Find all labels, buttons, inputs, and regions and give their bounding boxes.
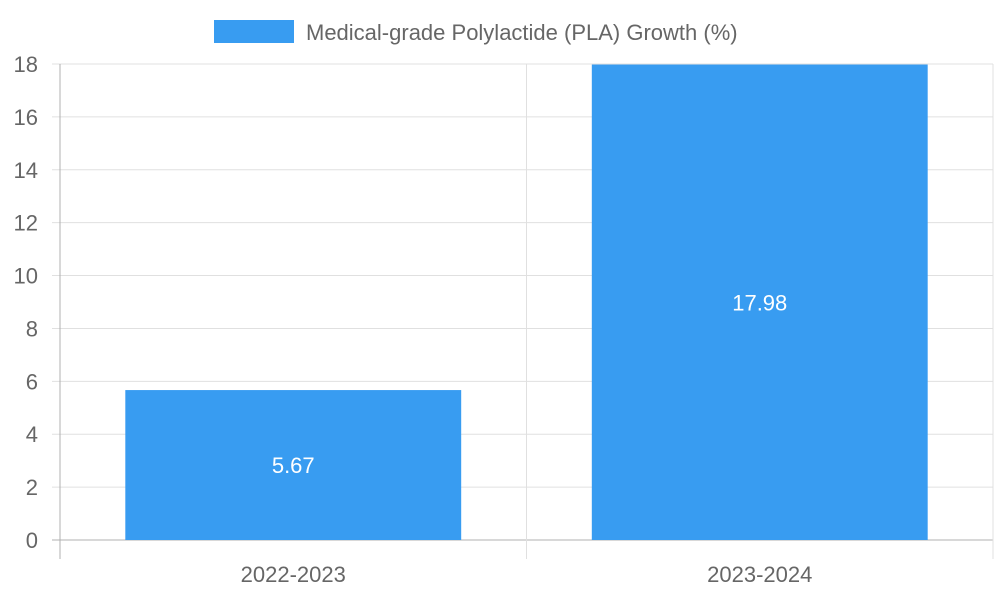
- y-tick-label: 12: [14, 211, 38, 236]
- legend-label: Medical-grade Polylactide (PLA) Growth (…: [306, 20, 738, 45]
- y-tick-label: 0: [26, 528, 38, 553]
- x-tick-label: 2022-2023: [241, 562, 346, 587]
- y-tick-label: 6: [26, 369, 38, 394]
- y-tick-label: 16: [14, 105, 38, 130]
- y-tick-label: 4: [26, 422, 38, 447]
- axes: 0 2 4 6 8 10 12 14 16 18 2022-2023 2023-2024: [14, 52, 813, 587]
- y-tick-label: 2: [26, 475, 38, 500]
- y-tick-label: 8: [26, 316, 38, 341]
- data-label: 17.98: [732, 290, 787, 315]
- y-tick-label: 10: [14, 264, 38, 289]
- y-tick-label: 18: [14, 52, 38, 77]
- bar: [591, 64, 928, 540]
- data-label: 5.67: [272, 453, 315, 478]
- bars: 5.67 17.98: [125, 64, 928, 540]
- legend[interactable]: Medical-grade Polylactide (PLA) Growth (…: [214, 20, 738, 45]
- x-tick-label: 2023-2024: [707, 562, 812, 587]
- legend-swatch: [214, 20, 294, 43]
- bar: [125, 390, 462, 540]
- y-tick-label: 14: [14, 158, 38, 183]
